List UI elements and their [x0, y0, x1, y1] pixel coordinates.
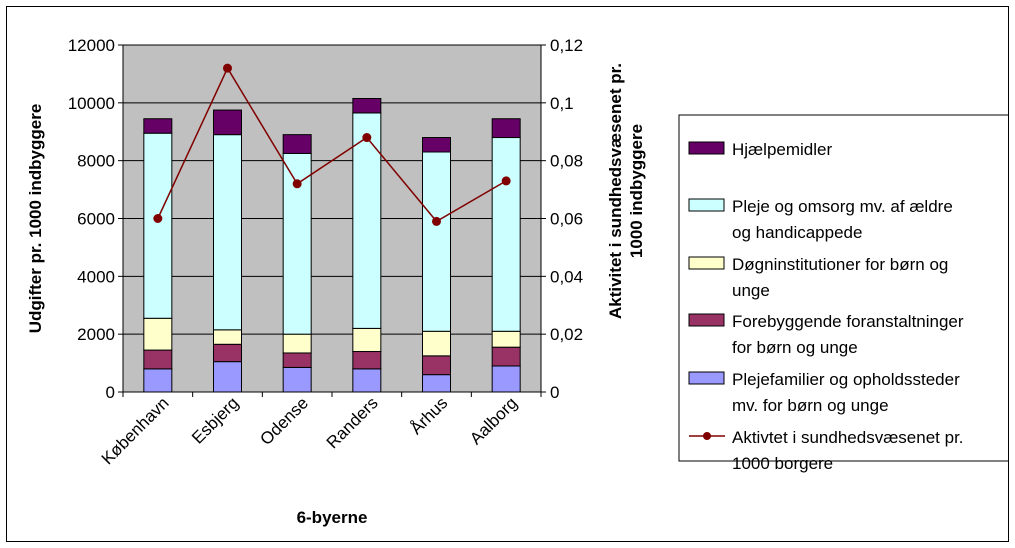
- left-tick-label: 4000: [77, 267, 115, 286]
- chart-area: 0 2000 4000 6000 8000 10000 12000 0 0,02 0,04 0,06…: [6, 6, 1010, 542]
- bar-segment: [422, 330, 451, 357]
- legend-label: Døgninstitutioner for børn og: [732, 255, 948, 274]
- legend-label: Pleje og omsorg mv. af ældre: [732, 197, 953, 216]
- legend-box: [678, 114, 1010, 462]
- legend-marker: [703, 432, 711, 440]
- bar-segment: [352, 112, 382, 329]
- left-tick-label: 10000: [68, 94, 115, 113]
- right-tick-label: 0,02: [550, 325, 583, 344]
- bar-segment: [352, 351, 382, 370]
- bar-segment: [491, 137, 521, 332]
- bar-segment: [422, 151, 451, 332]
- bar-segment: [143, 317, 173, 351]
- bar-segment: [422, 137, 451, 153]
- activity-line: [157, 66, 507, 223]
- bar-segment: [422, 355, 451, 376]
- bar-segment: [422, 374, 451, 393]
- bar-segment: [213, 361, 242, 393]
- bar-segment: [352, 97, 382, 114]
- activity-point: [292, 179, 302, 189]
- right-tick-label: 0,12: [550, 36, 583, 55]
- activity-point: [501, 176, 511, 186]
- left-tick-label: 6000: [77, 210, 115, 229]
- legend-label: Plejefamilier og opholdssteder: [732, 370, 960, 389]
- right-tick-label: 0,04: [550, 267, 583, 286]
- bar-segment: [352, 327, 382, 353]
- bar-segment: [213, 329, 242, 345]
- bar-segment: [282, 366, 312, 393]
- bar-segment: [491, 330, 521, 348]
- bar-segment: [491, 346, 521, 367]
- activity-point: [362, 133, 372, 143]
- bar-segment: [143, 132, 173, 319]
- legend-label: Forebyggende foranstaltninger: [732, 312, 964, 331]
- right-tick-label: 0,06: [550, 210, 583, 229]
- bar-segment: [213, 109, 242, 136]
- legend-label: for børn og unge: [732, 338, 858, 357]
- left-tick-label: 0: [106, 383, 115, 402]
- left-tick-label: 12000: [68, 36, 115, 55]
- y-right-title-line1: Aktivitet i sundhedsvæsenet pr.: [606, 63, 625, 319]
- bar-segment: [491, 365, 521, 393]
- right-tick-label: 0,08: [550, 152, 583, 171]
- bar-segment: [282, 352, 312, 368]
- legend-label: Aktivtet i sundhedsvæsenet pr.: [732, 428, 964, 447]
- bar-segment: [352, 368, 382, 393]
- y-left-title: Udgifter pr. 1000 indbyggere: [26, 104, 45, 334]
- category-label: Århus: [406, 393, 451, 438]
- bar-segment: [213, 134, 242, 331]
- legend-swatch: [688, 256, 725, 270]
- bar-segment: [213, 343, 242, 363]
- bar-segment: [143, 368, 173, 393]
- legend-swatch: [688, 313, 725, 327]
- category-label: København: [98, 393, 173, 468]
- bar-segment: [491, 118, 521, 139]
- category-label: Odense: [256, 393, 312, 449]
- category-label: Esbjerg: [188, 393, 242, 447]
- chart-svg: 0 2000 4000 6000 8000 10000 12000 0 0,02 0,04 0,06…: [26, 36, 1010, 527]
- category-label: Aalborg: [466, 393, 521, 448]
- legend-swatch: [688, 198, 725, 212]
- legend-swatch: [688, 371, 725, 385]
- legend-label: og handicappede: [732, 223, 862, 242]
- activity-point: [153, 214, 163, 223]
- right-tick-label: 0: [550, 383, 559, 402]
- bar-segment: [282, 333, 312, 354]
- left-tick-label: 8000: [77, 152, 115, 171]
- activity-point: [223, 63, 232, 73]
- legend-label: 1000 borgere: [732, 454, 833, 473]
- legend-label: Hjælpemidler: [732, 140, 832, 159]
- bar-segment: [143, 349, 173, 370]
- category-label: Randers: [323, 393, 382, 452]
- legend-swatch: [688, 141, 725, 155]
- left-tick-label: 2000: [77, 325, 115, 344]
- activity-point: [432, 216, 441, 226]
- legend-label: mv. for børn og unge: [732, 396, 889, 415]
- y-right-title-line2: 1000 indbyggere: [627, 124, 646, 258]
- legend-label: unge: [732, 281, 770, 300]
- bar-segment: [143, 118, 173, 134]
- bar-segment: [282, 134, 312, 154]
- x-axis-title: 6-byerne: [297, 508, 368, 527]
- right-tick-label: 0,1: [550, 94, 574, 113]
